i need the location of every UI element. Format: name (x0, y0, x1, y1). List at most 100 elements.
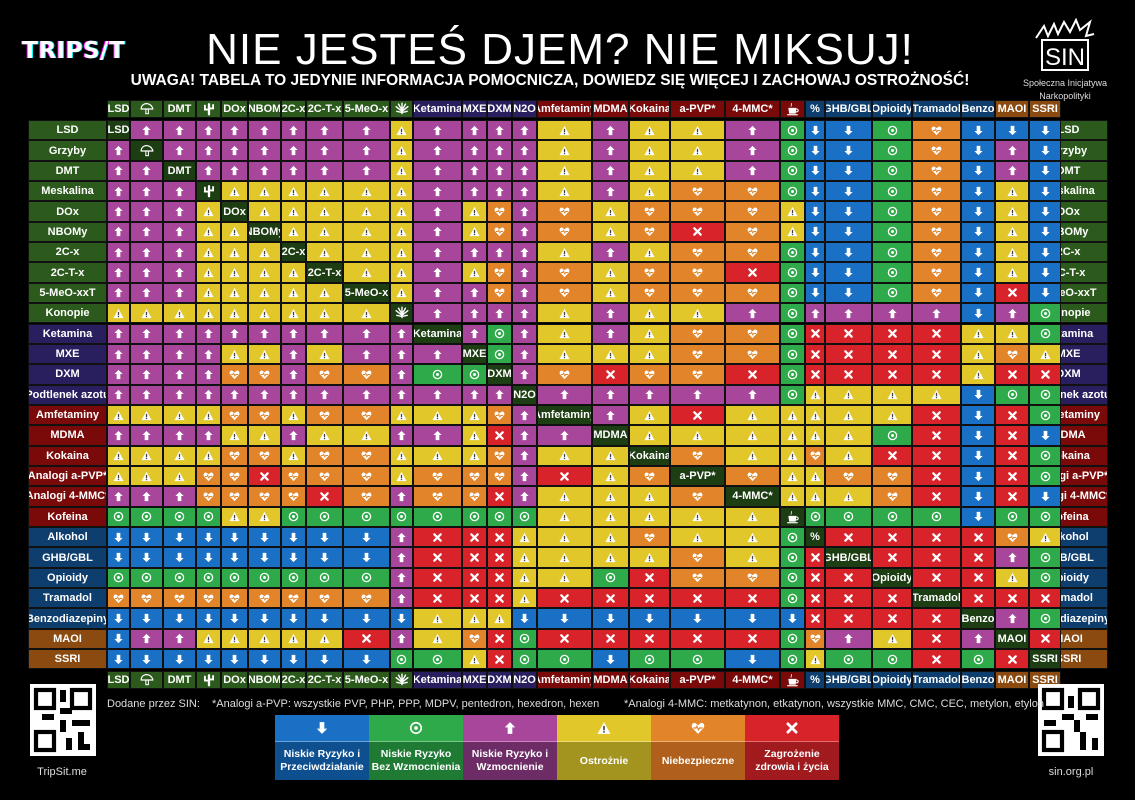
interaction-cell[interactable] (995, 343, 1029, 365)
interaction-cell[interactable] (912, 445, 961, 466)
interaction-cell[interactable] (961, 323, 995, 344)
interaction-cell[interactable] (163, 547, 196, 568)
interaction-cell[interactable] (629, 160, 670, 182)
interaction-cell[interactable] (306, 384, 343, 405)
interaction-cell[interactable] (725, 567, 780, 589)
interaction-cell[interactable] (107, 567, 130, 589)
interaction-cell[interactable] (487, 140, 512, 161)
interaction-cell[interactable] (281, 506, 306, 527)
interaction-cell[interactable] (961, 364, 995, 385)
interaction-cell[interactable] (130, 364, 163, 385)
column-header-bottom[interactable]: MXE (462, 671, 487, 690)
interaction-cell[interactable] (221, 140, 248, 161)
interaction-cell[interactable] (825, 527, 872, 548)
interaction-cell[interactable] (725, 445, 780, 466)
interaction-cell[interactable] (248, 242, 281, 263)
interaction-cell[interactable] (462, 221, 487, 243)
interaction-cell[interactable] (107, 364, 130, 385)
interaction-cell[interactable] (725, 425, 780, 446)
interaction-cell[interactable] (196, 445, 221, 466)
interaction-cell[interactable] (537, 649, 592, 670)
interaction-cell[interactable] (107, 303, 130, 324)
column-header-bottom[interactable]: DMT (163, 671, 196, 690)
interaction-cell[interactable] (1029, 323, 1061, 344)
interaction-cell[interactable] (780, 567, 805, 589)
interaction-cell[interactable] (343, 506, 390, 527)
interaction-cell[interactable] (281, 140, 306, 161)
interaction-cell[interactable] (872, 323, 912, 344)
interaction-cell[interactable] (281, 181, 306, 202)
interaction-cell[interactable] (912, 628, 961, 650)
column-header-top[interactable]: N2O (512, 100, 537, 118)
interaction-cell[interactable] (629, 343, 670, 365)
interaction-cell[interactable] (961, 465, 995, 487)
interaction-cell[interactable] (390, 323, 413, 344)
interaction-cell[interactable] (512, 160, 537, 182)
interaction-cell[interactable] (130, 506, 163, 527)
interaction-cell[interactable] (912, 506, 961, 527)
interaction-cell[interactable] (629, 567, 670, 589)
interaction-cell[interactable] (248, 160, 281, 182)
interaction-cell[interactable] (163, 628, 196, 650)
interaction-cell[interactable] (221, 588, 248, 609)
interaction-cell[interactable] (512, 364, 537, 385)
interaction-cell[interactable] (196, 120, 221, 141)
interaction-cell[interactable] (248, 323, 281, 344)
interaction-cell[interactable] (107, 262, 130, 283)
interaction-cell[interactable] (462, 649, 487, 670)
interaction-cell[interactable] (248, 343, 281, 365)
column-header-top[interactable]: Tramadol (912, 100, 961, 118)
interaction-cell[interactable] (413, 282, 462, 304)
interaction-cell[interactable] (487, 120, 512, 141)
interaction-cell[interactable] (130, 404, 163, 426)
interaction-cell[interactable] (306, 120, 343, 141)
interaction-cell[interactable] (281, 201, 306, 222)
interaction-cell[interactable] (343, 323, 390, 344)
interaction-cell[interactable] (248, 140, 281, 161)
interaction-cell[interactable] (1029, 425, 1061, 446)
column-header-bottom[interactable]: DXM (487, 671, 512, 690)
interaction-cell[interactable] (163, 323, 196, 344)
interaction-cell[interactable] (107, 588, 130, 609)
interaction-cell[interactable] (592, 201, 629, 222)
interaction-cell[interactable] (163, 242, 196, 263)
interaction-cell[interactable] (512, 181, 537, 202)
interaction-cell[interactable] (825, 120, 872, 141)
column-header-top[interactable]: NBOM (248, 100, 281, 118)
interaction-cell[interactable] (805, 588, 825, 609)
interaction-cell[interactable] (537, 567, 592, 589)
interaction-cell[interactable] (805, 547, 825, 568)
row-label-left[interactable]: Benzodiazepiny (28, 608, 107, 629)
interaction-cell[interactable] (107, 343, 130, 365)
interaction-cell[interactable] (462, 628, 487, 650)
interaction-cell[interactable] (281, 282, 306, 304)
interaction-cell[interactable] (872, 608, 912, 629)
interaction-cell[interactable] (780, 486, 805, 507)
interaction-cell[interactable] (725, 201, 780, 222)
interaction-cell[interactable] (462, 120, 487, 141)
interaction-cell[interactable] (487, 628, 512, 650)
interaction-cell[interactable] (872, 242, 912, 263)
interaction-cell[interactable] (670, 384, 725, 405)
interaction-cell[interactable] (961, 567, 995, 589)
interaction-cell[interactable] (107, 608, 130, 629)
interaction-cell[interactable] (592, 364, 629, 385)
interaction-cell[interactable] (670, 506, 725, 527)
interaction-cell[interactable] (487, 262, 512, 283)
column-header-bottom[interactable]: MAOI (995, 671, 1029, 690)
interaction-cell[interactable] (780, 404, 805, 426)
interaction-cell[interactable] (670, 181, 725, 202)
interaction-cell[interactable] (306, 608, 343, 629)
interaction-cell[interactable] (221, 181, 248, 202)
interaction-cell[interactable] (670, 486, 725, 507)
interaction-cell[interactable] (390, 547, 413, 568)
interaction-cell[interactable] (780, 649, 805, 670)
interaction-cell[interactable] (961, 445, 995, 466)
interaction-cell[interactable] (512, 465, 537, 487)
interaction-cell[interactable] (306, 465, 343, 487)
interaction-cell[interactable] (780, 343, 805, 365)
interaction-cell[interactable] (1029, 242, 1061, 263)
interaction-cell[interactable] (805, 425, 825, 446)
interaction-cell[interactable] (725, 343, 780, 365)
interaction-cell[interactable] (248, 567, 281, 589)
